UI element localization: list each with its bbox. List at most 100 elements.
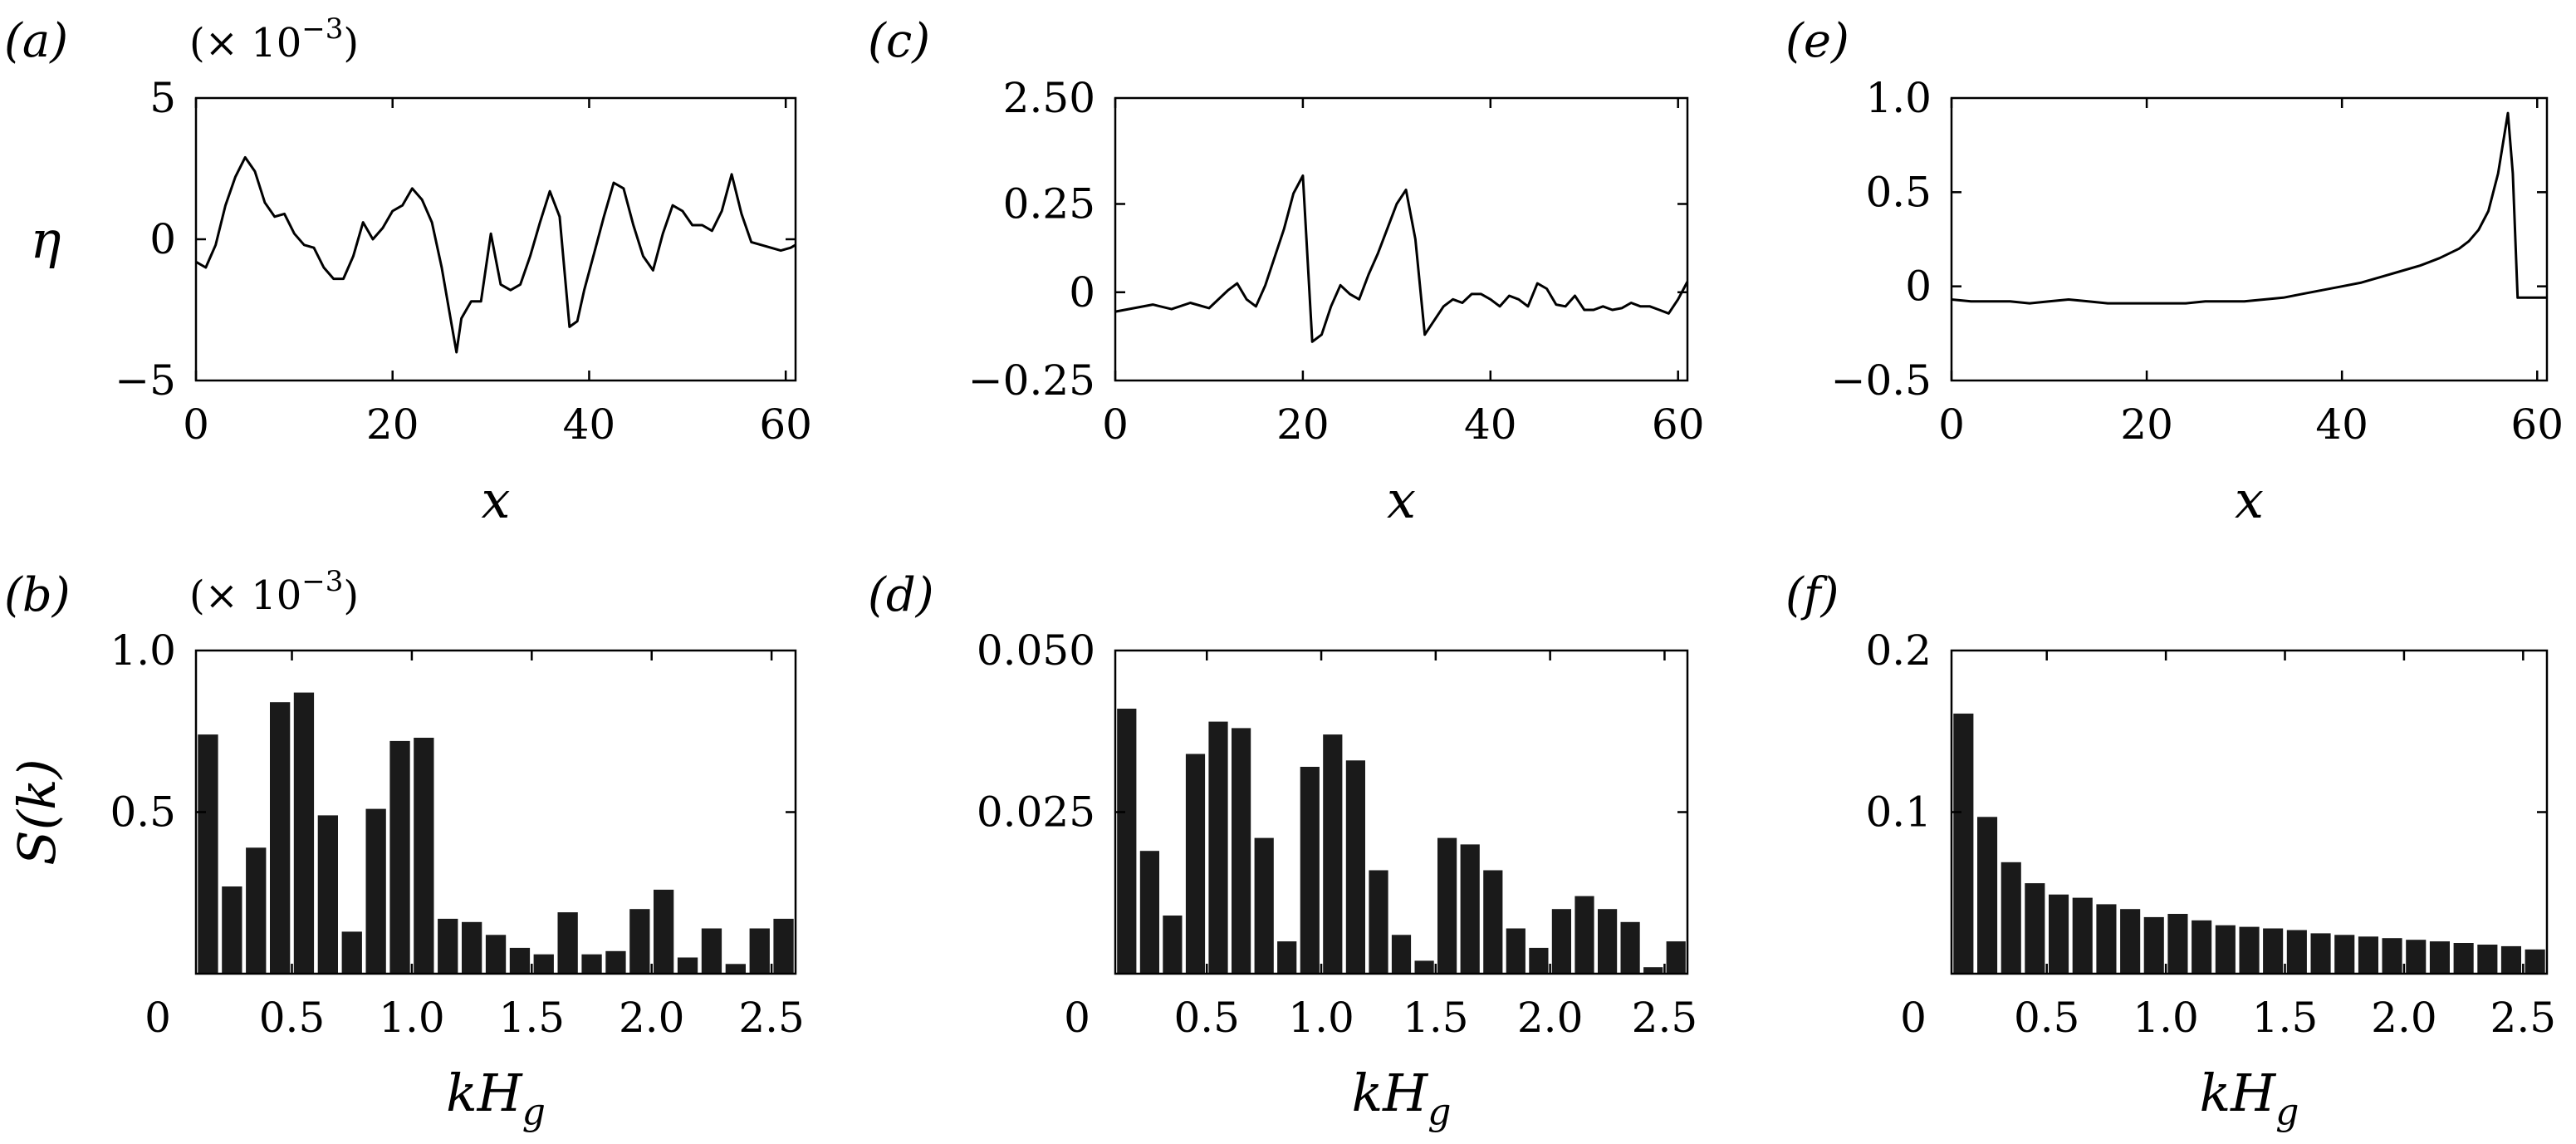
x-tick-label-b-1: 0.5 bbox=[259, 994, 326, 1042]
bar-d-17 bbox=[1506, 928, 1526, 974]
bar-b-14 bbox=[533, 954, 554, 974]
bar-f-7 bbox=[2120, 909, 2141, 974]
x-tick-label-f-1: 0.5 bbox=[2014, 994, 2080, 1042]
bar-b-2 bbox=[246, 847, 267, 974]
bar-b-22 bbox=[725, 964, 746, 974]
y-tick-label-f-0: 0.2 bbox=[1865, 626, 1932, 675]
y-axis-label-b: S(k) bbox=[7, 759, 67, 865]
bar-d-12 bbox=[1391, 935, 1412, 974]
y-tick-label-b-1: 0.5 bbox=[110, 788, 176, 837]
bar-d-3 bbox=[1185, 754, 1206, 974]
x-tick-label-d-0: 0 bbox=[1064, 994, 1090, 1042]
bar-f-20 bbox=[2429, 941, 2450, 974]
panel-label-b: (b) bbox=[4, 568, 71, 622]
x-tick-label-c-1: 20 bbox=[1276, 400, 1330, 449]
bar-b-4 bbox=[293, 692, 315, 974]
axis-multiplier-b: (× 10−3) bbox=[189, 565, 359, 619]
panel-f: (f) 0 0.5 1.0 1.5 2.0 2.5 0.2 0.1 kHg bbox=[1785, 568, 2556, 1133]
bar-b-21 bbox=[701, 928, 722, 974]
x-axis-label-f: kHg bbox=[2200, 1063, 2299, 1133]
x-tick-label-b-3: 1.5 bbox=[499, 994, 566, 1042]
bar-f-21 bbox=[2453, 943, 2474, 974]
multiplier-exponent: −3 bbox=[301, 565, 343, 598]
bar-b-17 bbox=[605, 950, 626, 974]
x-tick-label-d-3: 1.5 bbox=[1403, 994, 1469, 1042]
bar-b-10 bbox=[438, 918, 458, 974]
y-tick-label-d-0: 0.050 bbox=[977, 626, 1095, 675]
y-axis-label-a: η bbox=[30, 209, 61, 270]
axis-multiplier-a: (× 10−3) bbox=[189, 12, 359, 66]
plot-frame-c bbox=[1114, 96, 1689, 382]
bar-b-19 bbox=[654, 889, 674, 974]
bar-b-23 bbox=[749, 928, 770, 974]
bar-d-8 bbox=[1300, 767, 1320, 974]
bar-f-15 bbox=[2310, 933, 2331, 974]
panel-b: (b) (× 10−3) 0 0.5 1.0 1.5 2.0 2.5 1.0 0.5 kHg S(k) bbox=[4, 565, 805, 1133]
bar-d-5 bbox=[1232, 728, 1251, 974]
x-tick-label-c-3: 60 bbox=[1652, 400, 1705, 449]
y-tick-label-f-1: 0.1 bbox=[1865, 788, 1932, 837]
x-tick-label-d-4: 2.0 bbox=[1517, 994, 1584, 1042]
x-axis-label-a: x bbox=[482, 469, 511, 530]
x-tick-label-a-2: 40 bbox=[563, 400, 616, 449]
bar-d-15 bbox=[1460, 844, 1480, 974]
y-tick-label-c-1: 0.25 bbox=[1003, 180, 1095, 228]
x-tick-label-f-2: 1.0 bbox=[2133, 994, 2199, 1042]
x-tick-label-a-3: 60 bbox=[759, 400, 812, 449]
y-tick-label-c-0: 2.50 bbox=[1003, 74, 1095, 122]
bar-b-16 bbox=[581, 954, 602, 974]
y-tick-label-e-3: −0.5 bbox=[1831, 356, 1932, 405]
bar-f-5 bbox=[2072, 897, 2093, 974]
bar-d-10 bbox=[1345, 760, 1365, 974]
x-tick-label-a-1: 20 bbox=[366, 400, 419, 449]
x-tick-label-b-0: 0 bbox=[144, 994, 171, 1042]
bar-f-0 bbox=[1953, 713, 1974, 974]
y-tick-label-b-0: 1.0 bbox=[110, 626, 176, 675]
x-axis-label-subscript: g bbox=[522, 1091, 546, 1133]
x-tick-label-b-5: 2.5 bbox=[738, 994, 805, 1042]
bar-f-10 bbox=[2192, 920, 2212, 974]
bar-f-14 bbox=[2286, 930, 2307, 974]
multiplier-exponent: −3 bbox=[301, 12, 343, 46]
bar-b-13 bbox=[509, 947, 531, 974]
bar-b-3 bbox=[270, 702, 291, 974]
data-line-a bbox=[195, 155, 796, 354]
y-tick-label-a-2: −5 bbox=[115, 356, 176, 405]
panel-label-e: (e) bbox=[1785, 14, 1849, 68]
bar-b-18 bbox=[629, 909, 650, 974]
bar-f-6 bbox=[2096, 904, 2117, 974]
y-tick-label-e-0: 1.0 bbox=[1865, 74, 1932, 122]
data-line-e bbox=[1951, 111, 2547, 305]
bar-f-13 bbox=[2263, 928, 2284, 974]
plot-frame-e bbox=[1950, 96, 2549, 382]
x-axis-label-subscript: g bbox=[1428, 1091, 1451, 1133]
panel-c: (c)0 20 40 602.500.250−0.25x bbox=[868, 14, 1705, 530]
x-axis-label-main: kH bbox=[446, 1063, 524, 1123]
multiplier-base: (× 10 bbox=[189, 572, 301, 619]
x-tick-label-f-4: 2.0 bbox=[2371, 994, 2437, 1042]
x-axis-label-main: x bbox=[482, 469, 511, 530]
bar-f-18 bbox=[2382, 938, 2402, 974]
x-axis-label-e: x bbox=[2235, 469, 2264, 530]
bar-f-11 bbox=[2215, 925, 2236, 974]
bar-d-23 bbox=[1643, 967, 1663, 974]
y-tick-label-a-0: 5 bbox=[149, 74, 176, 122]
x-axis-label-c: x bbox=[1387, 469, 1416, 530]
x-axis-label-main: x bbox=[1387, 469, 1416, 530]
bar-f-1 bbox=[1977, 817, 1998, 974]
y-tick-label-e-1: 0.5 bbox=[1865, 168, 1932, 216]
bar-b-24 bbox=[773, 918, 794, 974]
bar-d-4 bbox=[1208, 721, 1228, 974]
x-tick-label-e-2: 40 bbox=[2315, 400, 2368, 449]
bar-d-24 bbox=[1666, 941, 1686, 974]
x-tick-label-e-0: 0 bbox=[1938, 400, 1965, 449]
y-tick-label-a-1: 0 bbox=[149, 215, 176, 263]
bar-b-6 bbox=[341, 931, 362, 974]
bar-b-8 bbox=[389, 740, 410, 974]
x-axis-label-main: kH bbox=[2200, 1063, 2278, 1123]
data-line-c bbox=[1114, 174, 1689, 343]
bar-b-1 bbox=[222, 886, 242, 974]
bar-d-18 bbox=[1529, 947, 1549, 974]
